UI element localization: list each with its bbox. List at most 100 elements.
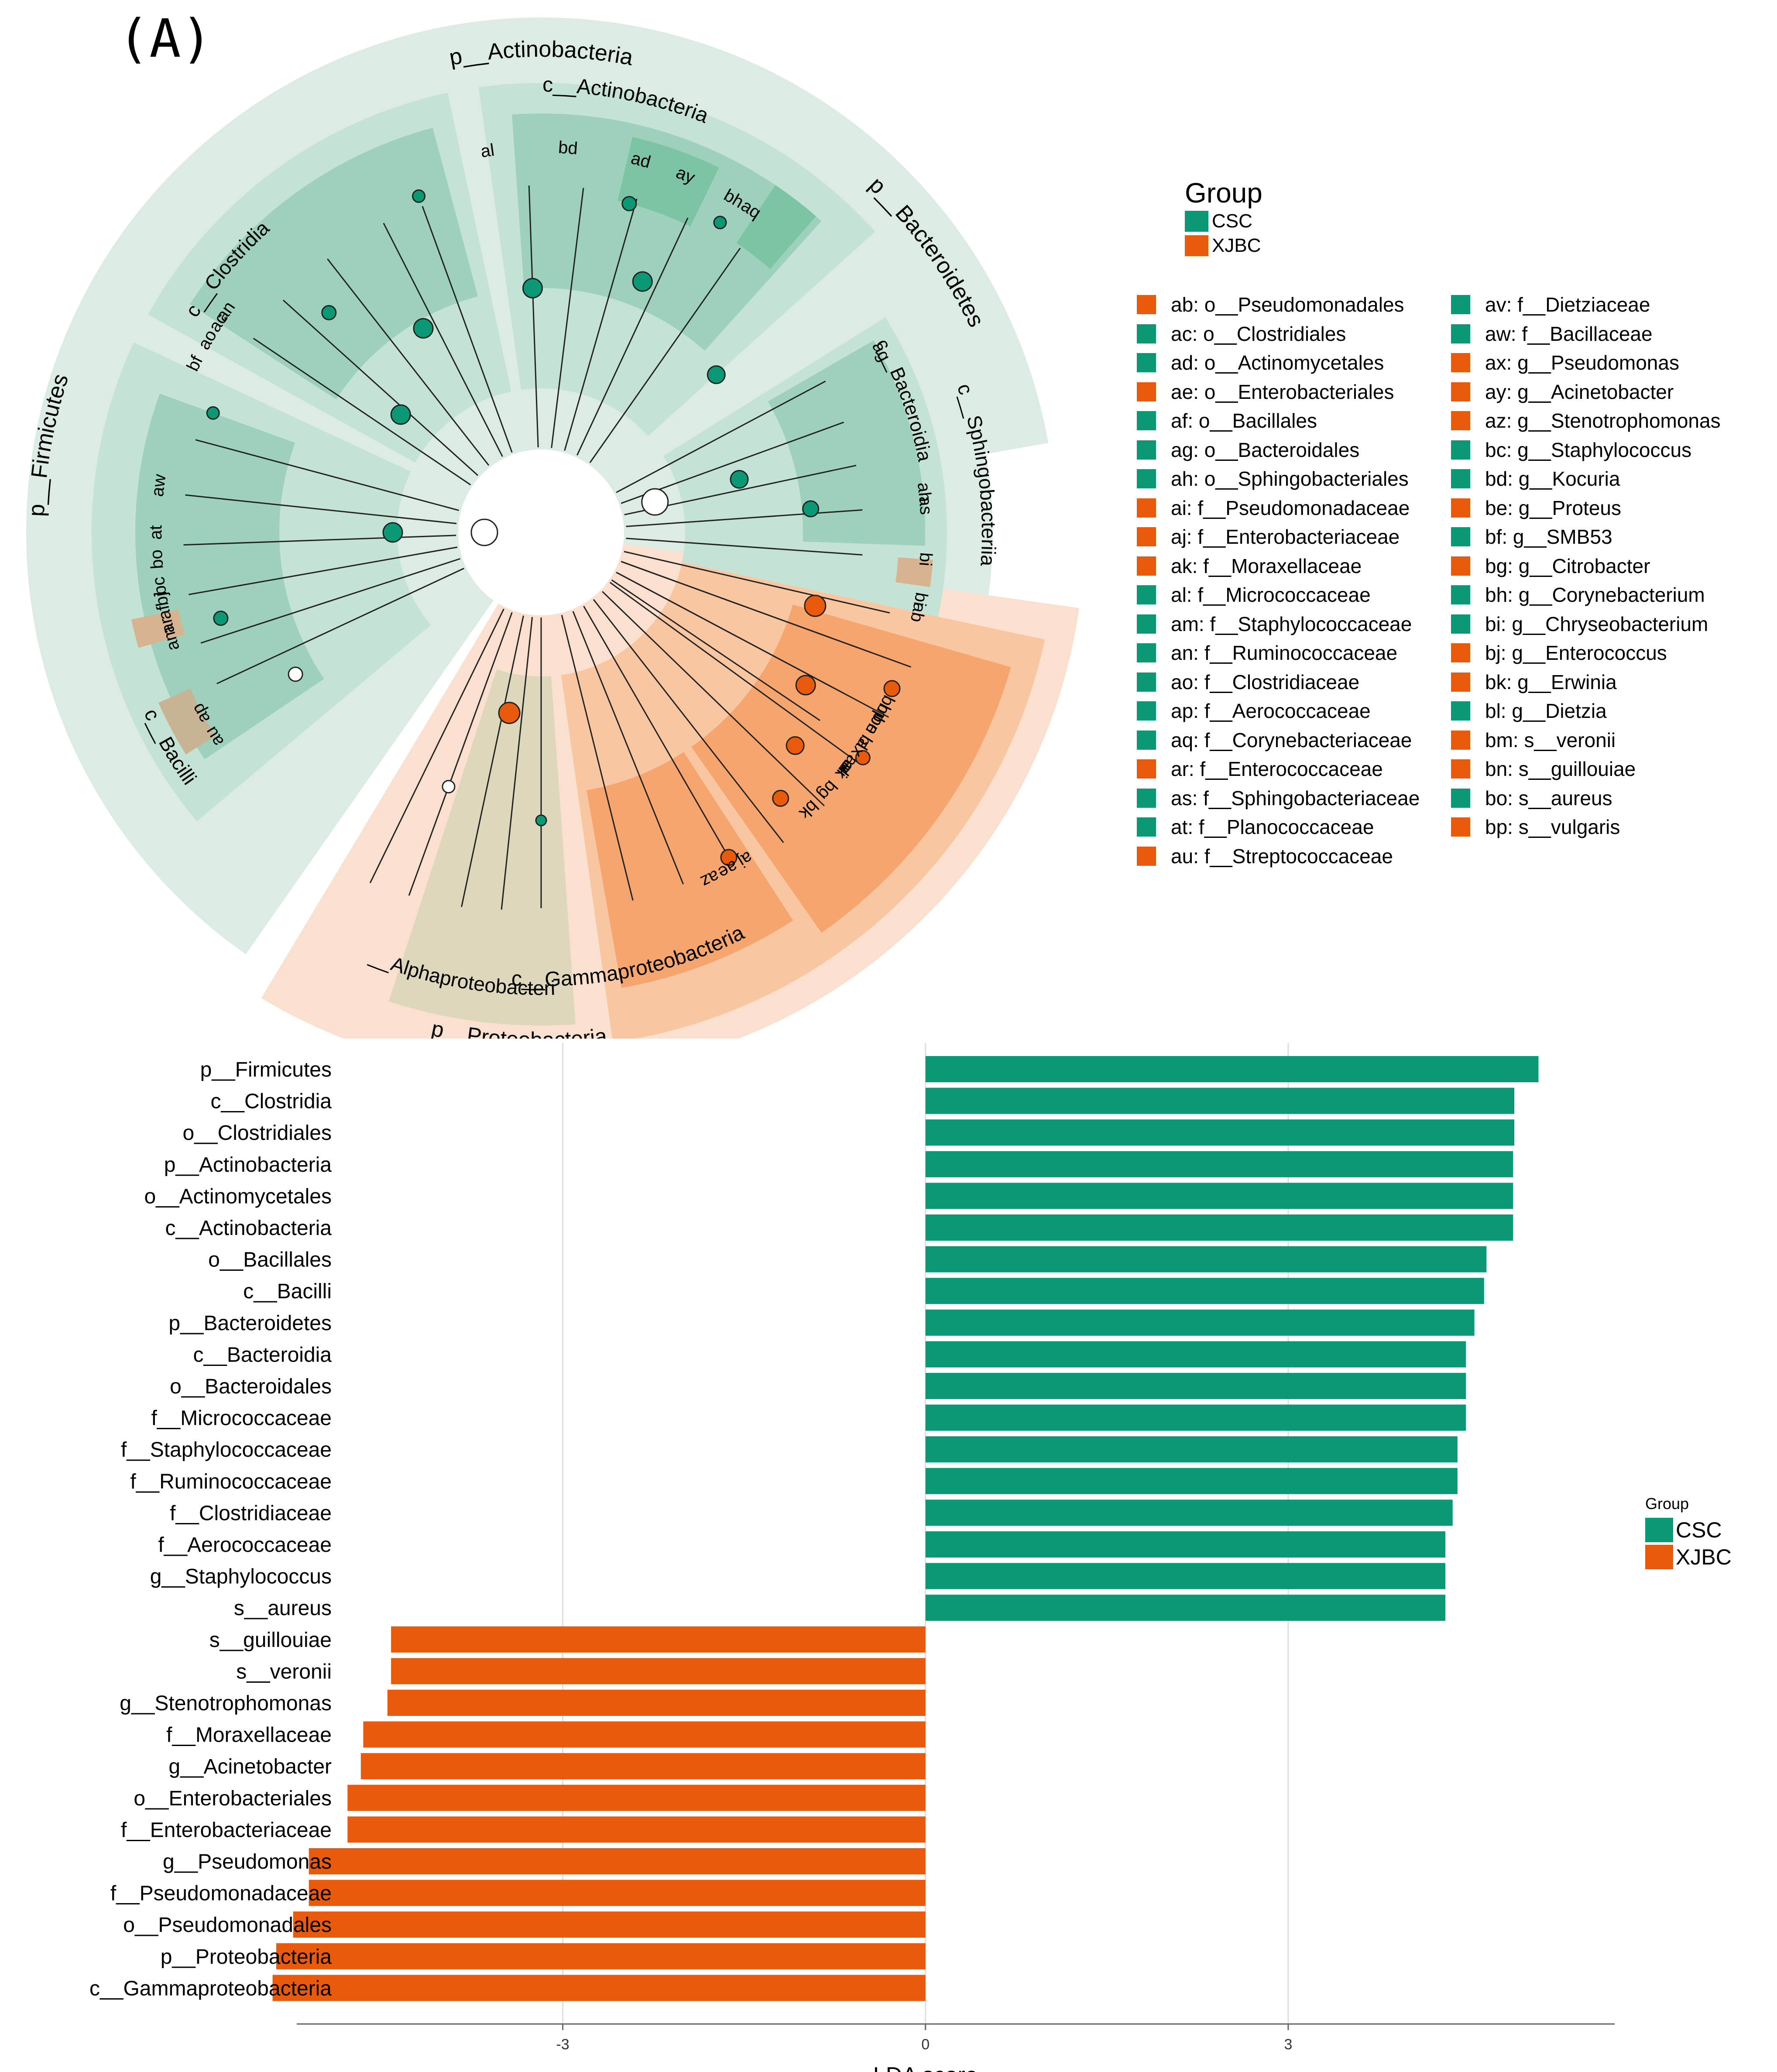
category-label: g__Stenotrophomonas: [120, 1692, 332, 1715]
tree-node: [730, 470, 749, 489]
category-label: s__veronii: [236, 1660, 332, 1683]
legend-entry-ag: ag: o__Bacteroidales: [1137, 436, 1451, 465]
legend-swatch: [1137, 469, 1156, 489]
sector-order-pseudomonadales: [691, 604, 1011, 933]
legend-entry-bo: bo: s__aureus: [1451, 784, 1765, 813]
tree-branch: [589, 247, 741, 463]
legend-entry-text: ai: f__Pseudomonadaceae: [1171, 496, 1410, 519]
legend-entry-text: bm: s__veronii: [1485, 728, 1616, 751]
legend-swatch: [1137, 643, 1156, 663]
tree-node: [632, 271, 653, 292]
legend-entry-bf: bf: g__SMB53: [1451, 522, 1765, 552]
bar-g__Staphylococcus: [925, 1563, 1446, 1589]
legend-swatch: [1137, 527, 1156, 547]
legend-swatch: [1451, 788, 1470, 808]
tree-branch: [602, 591, 825, 806]
node-code-ah: ah: [914, 481, 935, 503]
x-axis-title: LDA score: [873, 2063, 978, 2072]
tree-node: [720, 849, 738, 866]
legend-swatch: [1451, 440, 1470, 460]
legend-entry-text: bn: s__guillouiae: [1485, 758, 1636, 781]
legend-swatch: [1451, 585, 1470, 605]
category-label: f__Micrococcaceae: [151, 1407, 332, 1430]
legend-entry-text: bj: g__Enterococcus: [1485, 641, 1667, 665]
bar-c__Gammaproteobacteria: [272, 1975, 926, 2001]
tree-node: [707, 365, 726, 384]
category-label: g__Staphylococcus: [150, 1565, 332, 1588]
category-label: c__Clostridia: [211, 1090, 332, 1113]
legend-swatch: [1451, 498, 1470, 518]
legend-swatch: [1137, 382, 1156, 401]
tree-node: [786, 736, 805, 755]
legend-entry-text: bk: g__Erwinia: [1485, 670, 1617, 693]
legend-swatch: [1137, 411, 1156, 431]
tree-node: [206, 406, 220, 420]
xjbc-swatch: [1185, 235, 1208, 256]
legend-swatch: [1137, 788, 1156, 808]
legend-swatch: [1451, 469, 1470, 489]
xjbc-swatch: [1645, 1545, 1673, 1569]
bar-s__aureus: [925, 1595, 1446, 1621]
sector-family-streptococcaceae: [158, 688, 216, 755]
cladogram-legend-xjbc: XJBC: [1185, 233, 1262, 258]
category-label: g__Acinetobacter: [168, 1755, 332, 1778]
cladogram-legend-csc: CSC: [1185, 209, 1262, 233]
tree-branch: [624, 551, 890, 614]
category-label: f__Pseudomonadaceae: [110, 1882, 332, 1905]
legend-swatch: [1137, 730, 1156, 750]
legend-entry-bm: bm: s__veronii: [1451, 726, 1765, 755]
category-label: p__Firmicutes: [200, 1058, 332, 1081]
category-label: o__Pseudomonadales: [123, 1914, 332, 1937]
legend-entry-text: bo: s__aureus: [1485, 786, 1612, 810]
legend-entry-text: ap: f__Aerococcaceae: [1171, 700, 1371, 723]
legend-entry-text: af: o__Bacillales: [1171, 409, 1317, 432]
bar-g__Stenotrophomonas: [387, 1690, 926, 1716]
panel-label: (A): [118, 9, 213, 69]
legend-swatch: [1451, 382, 1470, 401]
category-label: o__Bacteroidales: [170, 1375, 332, 1398]
node-code-al: al: [480, 141, 496, 161]
legend-entry-af: af: o__Bacillales: [1137, 406, 1451, 436]
legend-entry-aw: aw: f__Bacillaceae: [1451, 319, 1765, 349]
legend-entry-be: be: g__Proteus: [1451, 494, 1765, 523]
legend-entry-text: ac: o__Clostridiales: [1171, 322, 1346, 345]
cladogram: p__Actinobacteriac__Actinobacteriap__Bac…: [0, 0, 1079, 1039]
category-label: f__Staphylococcaceae: [121, 1438, 332, 1461]
legend-entry-text: bf: g__SMB53: [1485, 525, 1612, 549]
tree-branch: [282, 299, 479, 476]
category-label: f__Enterobacteriaceae: [121, 1818, 332, 1842]
tree-branch: [327, 258, 490, 466]
legend-entry-bc: bc: g__Staphylococcus: [1451, 436, 1765, 465]
legend-swatch: [1137, 295, 1156, 315]
node-code-aw: aw: [148, 473, 170, 497]
legend-swatch: [1451, 614, 1470, 634]
sector-family-micrococcaceae: [617, 137, 719, 226]
legend-swatch: [1451, 411, 1470, 431]
cladogram-tree: [183, 185, 912, 910]
tree-node: [713, 216, 727, 230]
category-label: o__Enterobacteriales: [134, 1787, 332, 1810]
tree-node: [855, 750, 871, 765]
legend-entry-text: at: f__Planococcaceae: [1171, 816, 1374, 839]
tree-branch: [616, 572, 889, 718]
category-label: f__Moraxellaceae: [166, 1724, 332, 1747]
legend-entry-text: bl: g__Dietzia: [1485, 700, 1607, 723]
node-code-bi: bi: [910, 591, 931, 607]
legend-swatch: [1137, 585, 1156, 605]
category-label: c__Gammaproteobacteria: [89, 1977, 332, 2000]
legend-entry-bp: bp: s__vulgaris: [1451, 813, 1765, 842]
legend-entry-text: bg: g__Citrobacter: [1485, 554, 1650, 577]
legend-swatch: [1451, 643, 1470, 663]
bar-c__Clostridia: [925, 1087, 1515, 1114]
legend-swatch: [1137, 846, 1156, 866]
lda-legend-csc-label: CSC: [1676, 1518, 1722, 1542]
bar-f__Ruminococcaceae: [925, 1468, 1458, 1494]
legend-entry-text: aw: f__Bacillaceae: [1485, 322, 1653, 345]
node-code-as: as: [915, 496, 936, 515]
lda-legend-xjbc-label: XJBC: [1676, 1545, 1732, 1569]
sector-order-bacteroidales: [768, 340, 925, 546]
sector-family-chryseobacterium: [895, 557, 933, 587]
legend-entry-bg: bg: g__Citrobacter: [1451, 552, 1765, 581]
tree-branch: [195, 439, 460, 511]
category-label: s__aureus: [234, 1597, 332, 1620]
